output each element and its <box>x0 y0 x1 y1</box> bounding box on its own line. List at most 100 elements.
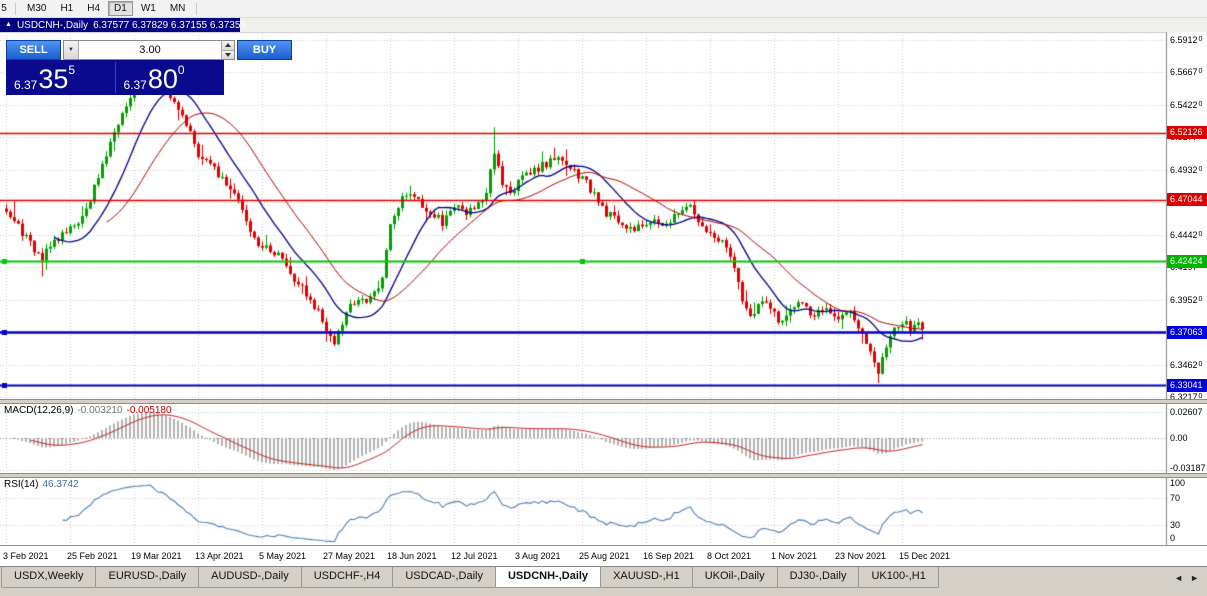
chart-tab-usdcnh[interactable]: USDCNH-,Daily <box>494 567 602 588</box>
volume-stepper <box>221 41 234 59</box>
bid-ask-panel: 6.37 35 5 6.37 80 0 <box>6 60 224 95</box>
price-axis-label: 6.56670 <box>1170 67 1203 78</box>
timeframe-button-5[interactable]: 5 <box>0 1 10 16</box>
volume-dropdown-button[interactable]: ▼ <box>64 41 79 59</box>
ask-pip-digit: 0 <box>177 63 185 77</box>
price-axis-label: 6.34620 <box>1170 359 1203 370</box>
bid-big-digits: 35 <box>38 64 69 94</box>
toolbar-divider <box>15 2 16 15</box>
price-line-badge: 6.37063 <box>1167 325 1207 339</box>
date-axis-label: 5 May 2021 <box>259 551 307 561</box>
toolbar-divider <box>196 2 198 15</box>
date-axis-label: 16 Sep 2021 <box>643 551 695 561</box>
price-line-badge: 6.33041 <box>1167 378 1207 392</box>
timeframe-button-h1[interactable]: H1 <box>54 1 79 16</box>
rsi-axis-label: 0 <box>1170 533 1176 543</box>
chart-tab-usdcad[interactable]: USDCAD-,Daily <box>392 567 496 588</box>
window-separator[interactable] <box>0 399 1207 404</box>
sell-button[interactable]: SELL <box>6 40 61 60</box>
volume-control: ▼ <box>63 40 235 60</box>
chart-tab-ukoil[interactable]: UKOil-,Daily <box>691 567 778 588</box>
date-axis-label: 23 Nov 2021 <box>835 551 887 561</box>
spin-up-icon <box>225 43 231 48</box>
chart-tabs: USDX,Weekly EURUSD-,Daily AUDUSD-,Daily USD… <box>0 567 1207 589</box>
date-axis-label: 18 Jun 2021 <box>387 551 437 561</box>
tab-scroll-right-icon[interactable]: ► <box>1190 573 1199 583</box>
chart-tab-usdchf[interactable]: USDCHF-,H4 <box>300 567 394 588</box>
timeframe-button-mn[interactable]: MN <box>164 1 192 16</box>
timeframe-toolbar: 5 M30 H1 H4 D1 W1 MN <box>0 0 1207 18</box>
chart-tabs-bar: USDX,Weekly EURUSD-,Daily AUDUSD-,Daily USD… <box>0 566 1207 596</box>
date-axis-label: 15 Dec 2021 <box>899 551 951 561</box>
rsi-name: RSI(14) <box>4 479 39 490</box>
date-axis-label: 13 Apr 2021 <box>195 551 244 561</box>
chart-tab-eurusd[interactable]: EURUSD-,Daily <box>95 567 200 588</box>
date-axis-label: 8 Oct 2021 <box>707 551 752 561</box>
date-axis-label: 1 Nov 2021 <box>771 551 818 561</box>
collapse-icon[interactable]: ▲ <box>5 21 12 28</box>
rsi-axis-label: 70 <box>1170 493 1181 504</box>
chart-tab-audusd[interactable]: AUDUSD-,Daily <box>198 567 302 588</box>
timeframe-button-d1[interactable]: D1 <box>108 1 133 16</box>
volume-input[interactable] <box>79 41 221 59</box>
tab-scroll-controls: ◄ ► <box>1174 573 1199 583</box>
one-click-trading-panel: SELL ▼ BUY 6.37 35 5 <box>6 40 292 95</box>
macd-main-value: -0.003210 <box>77 405 123 416</box>
chart-tab-dj30[interactable]: DJ30-,Daily <box>776 567 860 588</box>
price-axis-label: 6.59120 <box>1170 35 1203 45</box>
macd-signal-value: -0.005180 <box>126 405 172 416</box>
date-axis: 3 Feb 2021 25 Feb 2021 19 Mar 2021 13 Apr 2… <box>0 546 1207 566</box>
rsi-value: 46.3742 <box>42 479 79 490</box>
price-divider <box>114 62 116 93</box>
chart-titlebar[interactable]: ▲ USDCNH-,Daily 6.37577 6.37829 6.37155 … <box>0 18 1207 32</box>
chart-title-ohlc: 6.37577 6.37829 6.37155 6.37355 <box>93 19 246 31</box>
date-axis-label: 12 Jul 2021 <box>451 551 498 561</box>
spin-down-icon <box>225 52 231 57</box>
date-axis-label: 25 Aug 2021 <box>579 551 630 561</box>
tab-scroll-left-icon[interactable]: ◄ <box>1174 573 1184 583</box>
timeframe-button-m30[interactable]: M30 <box>21 1 52 16</box>
macd-indicator-label: MACD(12,26,9) -0.003210 -0.005180 <box>4 405 172 416</box>
bid-pip-digit: 5 <box>68 63 76 77</box>
date-axis-label: 19 Mar 2021 <box>131 551 182 561</box>
timeframe-button-w1[interactable]: W1 <box>135 1 162 16</box>
rsi-axis-label: 100 <box>1170 478 1186 488</box>
bid-prefix: 6.37 <box>14 78 38 92</box>
rsi-axis-label: 30 <box>1170 519 1181 530</box>
price-axis-label: 6.54220 <box>1170 99 1203 110</box>
rsi-indicator-label: RSI(14) 46.3742 <box>4 479 79 490</box>
panel-border <box>0 545 1207 546</box>
window-separator[interactable] <box>0 473 1207 478</box>
volume-decrease-button[interactable] <box>222 49 234 59</box>
buy-button[interactable]: BUY <box>237 40 292 60</box>
ask-price-display[interactable]: 6.37 80 0 <box>116 60 225 95</box>
chart-caption: ▲ USDCNH-,Daily 6.37577 6.37829 6.37155 … <box>0 18 246 32</box>
date-axis-label: 3 Aug 2021 <box>515 551 561 561</box>
date-axis-label: 3 Feb 2021 <box>3 551 49 561</box>
price-axis-label: 6.49320 <box>1170 164 1203 175</box>
price-axis-label: 6.39520 <box>1170 294 1203 305</box>
bid-price-display[interactable]: 6.37 35 5 <box>6 60 115 95</box>
date-axis-label: 27 May 2021 <box>323 551 376 561</box>
price-axis-label: 6.44420 <box>1170 229 1203 240</box>
macd-name: MACD(12,26,9) <box>4 405 74 416</box>
ask-big-digits: 80 <box>147 64 178 94</box>
ask-prefix: 6.37 <box>123 78 147 92</box>
price-line-badge: 6.52126 <box>1167 126 1207 140</box>
date-axis-label: 25 Feb 2021 <box>67 551 118 561</box>
price-axis-label: 6.32170 <box>1170 391 1203 402</box>
chart-title-symbol: USDCNH-,Daily <box>16 19 89 31</box>
timeframe-button-h4[interactable]: H4 <box>81 1 106 16</box>
chart-tab-uk100[interactable]: UK100-,H1 <box>858 567 939 588</box>
macd-axis-label: -0.03187 <box>1170 463 1206 473</box>
macd-axis-label: 0.00 <box>1170 433 1188 443</box>
price-line-badge: 6.42424 <box>1167 254 1207 268</box>
macd-axis-label: 0.02607 <box>1170 406 1203 417</box>
chart-tab-xauusd[interactable]: XAUUSD-,H1 <box>600 567 693 588</box>
chart-tab-usdx[interactable]: USDX,Weekly <box>1 567 97 588</box>
volume-increase-button[interactable] <box>222 41 234 50</box>
price-line-badge: 6.47044 <box>1167 193 1207 207</box>
dropdown-arrow-icon: ▼ <box>68 47 74 53</box>
